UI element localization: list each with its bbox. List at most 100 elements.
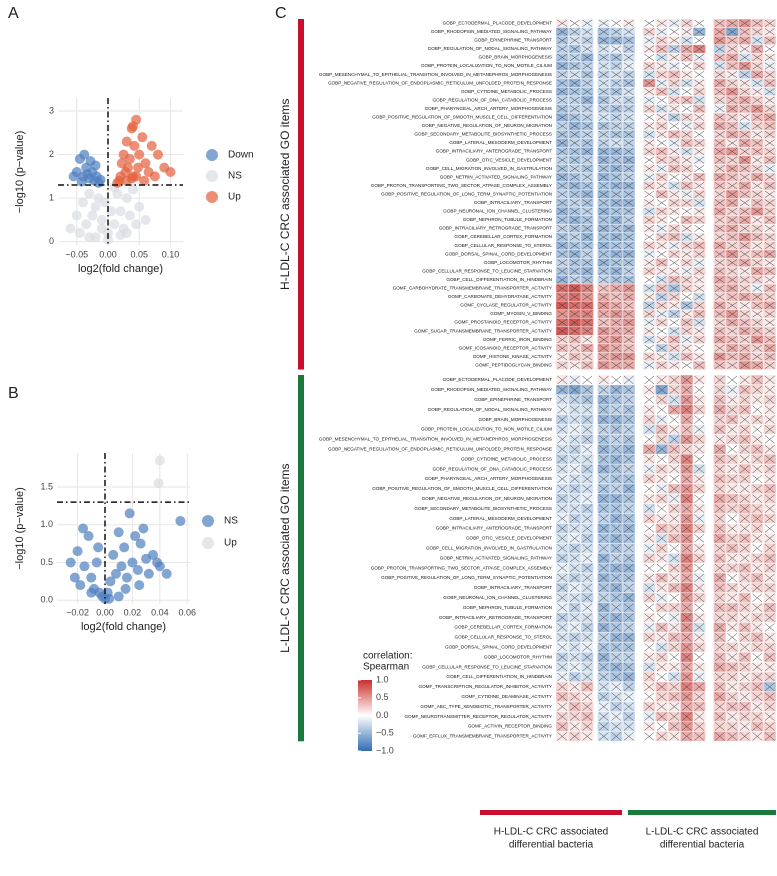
cell-cross [644, 105, 655, 113]
cell-cross [752, 71, 763, 79]
cell-cross [611, 603, 622, 612]
cell-cross [764, 71, 775, 79]
cell-cross [644, 173, 655, 181]
cell-cross [623, 224, 634, 232]
cell-cross [764, 415, 775, 424]
cell-cross [752, 216, 763, 224]
cell-cross [714, 494, 725, 503]
cell-cross [681, 216, 692, 224]
cell-cross [623, 62, 634, 70]
cell-cross [752, 544, 763, 553]
point [84, 232, 95, 243]
cell-cross [752, 445, 763, 454]
cell-cross [714, 504, 725, 513]
cell-cross [727, 613, 738, 622]
cell-cross [598, 722, 609, 731]
point [175, 515, 186, 526]
cell-cross [582, 276, 593, 284]
cell-cross [644, 613, 655, 622]
cell-cross [694, 702, 705, 711]
cell-cross [598, 692, 609, 701]
cell-cross [623, 130, 634, 138]
cell-cross [569, 190, 580, 198]
cell-cross [644, 692, 655, 701]
cell-cross [611, 233, 622, 241]
cell-cross [694, 435, 705, 444]
cell-cross [714, 182, 725, 190]
cell-cross [611, 474, 622, 484]
cell-cross [752, 224, 763, 232]
point [96, 223, 107, 234]
cell-cross [739, 130, 750, 138]
cell-cross [727, 28, 738, 36]
cell-cross [582, 405, 593, 414]
cell-cross [582, 603, 593, 612]
cell-cross [681, 353, 692, 361]
cell-cross [694, 79, 705, 87]
cell-cross [582, 182, 593, 190]
point [83, 531, 94, 542]
cell-cross [569, 79, 580, 87]
cell-cross [764, 563, 775, 573]
cell-cross [764, 242, 775, 250]
cell-cross [598, 455, 609, 464]
cell-cross [681, 583, 692, 592]
cell-cross [681, 395, 692, 404]
cell-cross [669, 702, 680, 711]
cell-cross [694, 113, 705, 121]
cell-cross [582, 484, 593, 493]
cell-cross [739, 643, 750, 652]
cell-cross [598, 361, 609, 369]
cell-cross [623, 494, 634, 503]
cell-cross [764, 603, 775, 612]
cell-cross [557, 415, 568, 424]
cell-cross [611, 173, 622, 181]
cell-cross [694, 405, 705, 414]
cell-cross [656, 583, 667, 592]
y-tick-label: 1 [49, 192, 54, 202]
cell-cross [557, 79, 568, 87]
cell-cross [764, 122, 775, 130]
cell-cross [598, 36, 609, 44]
cell-cross [569, 603, 580, 612]
point [99, 197, 110, 208]
cell-cross [669, 474, 680, 484]
cell-cross [644, 148, 655, 156]
row-label: GOBP_NEURONAL_ION_CHANNEL_CLUSTERING [443, 595, 552, 600]
cell-cross [623, 524, 634, 533]
cell-cross [727, 415, 738, 424]
cell-cross [611, 310, 622, 318]
cell-cross [569, 633, 580, 642]
cell-cross [557, 682, 568, 691]
point [69, 572, 80, 583]
cell-cross [656, 455, 667, 464]
cell-cross [582, 242, 593, 250]
cell-cross [727, 435, 738, 444]
cell-cross [694, 534, 705, 543]
cell-cross [582, 662, 593, 672]
cell-cross [681, 310, 692, 318]
cell-cross [569, 53, 580, 61]
cell-cross [598, 96, 609, 104]
cell-cross [727, 62, 738, 70]
cell-cross [694, 165, 705, 173]
x-tick-label: 0.00 [99, 249, 117, 259]
row-label: GOMF_TRANSCRIPTION_REGULATOR_INHIBITOR_A… [419, 684, 553, 689]
row-label: GOBP_PROTON_TRANSPORTING_TWO_SECTOR_ATPA… [371, 565, 552, 570]
cell-cross [739, 165, 750, 173]
cell-cross [656, 464, 667, 474]
colorbar-tick-label: 0.5 [376, 692, 389, 702]
cell-cross [764, 395, 775, 404]
row-label: GOBP_NEGATIVE_REGULATION_OF_NEURON_MIGRA… [422, 123, 552, 128]
cell-cross [582, 375, 593, 385]
cell-cross [557, 224, 568, 232]
cell-cross [681, 259, 692, 267]
cell-cross [669, 336, 680, 344]
cell-cross [714, 79, 725, 87]
cell-cross [582, 122, 593, 130]
cell-cross [694, 603, 705, 612]
cell-cross [611, 250, 622, 258]
point [146, 140, 157, 151]
row-label: GOBP_REGULATION_OF_DNA_CATABOLIC_PROCESS [433, 466, 552, 471]
cell-cross [739, 207, 750, 215]
